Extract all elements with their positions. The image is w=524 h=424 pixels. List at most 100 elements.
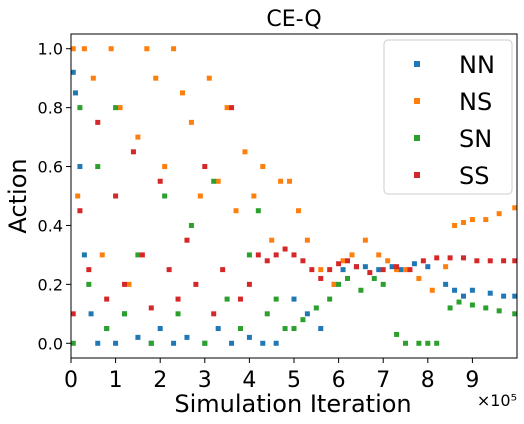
data-point-nn (398, 267, 404, 273)
data-point-ns (242, 149, 248, 155)
data-point-sn (148, 340, 154, 346)
data-point-ss (104, 296, 110, 302)
series-ns (71, 46, 517, 293)
data-point-ss (501, 258, 507, 264)
data-point-ns (460, 220, 466, 226)
data-point-nn (72, 90, 78, 96)
data-point-ss (380, 267, 386, 273)
data-point-ns (215, 178, 221, 184)
data-point-ss (237, 296, 243, 302)
data-point-ss (353, 264, 359, 270)
legend-marker-sn (414, 135, 420, 141)
data-point-ss (420, 258, 426, 264)
data-point-sn (416, 340, 422, 346)
data-point-ns (162, 164, 168, 170)
data-point-ns (483, 217, 489, 223)
data-point-ns (512, 205, 517, 211)
data-point-nn (304, 311, 310, 317)
data-point-sn (483, 305, 489, 311)
legend-label-ns: NS (459, 88, 492, 116)
data-point-sn (255, 208, 261, 214)
x-tick-label: 6 (332, 368, 346, 393)
data-point-ss (229, 105, 235, 111)
data-point-sn (434, 340, 440, 346)
data-point-ss (327, 267, 333, 273)
data-point-ns (429, 287, 435, 293)
x-tick-label: 3 (198, 368, 212, 393)
data-point-ns (403, 267, 408, 273)
data-point-ss (345, 258, 351, 264)
data-point-nn (215, 326, 221, 332)
data-point-sn (86, 281, 92, 287)
data-point-sn (122, 311, 128, 317)
data-point-sn (273, 296, 279, 302)
data-point-ns (135, 134, 141, 140)
data-point-ns (287, 178, 293, 184)
data-point-ss (264, 258, 270, 264)
x-tick-label: 0 (64, 368, 78, 393)
y-axis-label: Action (4, 158, 32, 233)
data-point-ss (447, 255, 453, 261)
data-point-sn (282, 326, 288, 332)
x-axis: 0 1 2 3 4 5 6 7 8 9 (64, 358, 479, 393)
data-point-ss (71, 311, 76, 317)
data-point-sn (380, 281, 386, 287)
data-point-sn (264, 311, 270, 317)
data-point-sn (336, 281, 342, 287)
data-point-nn (340, 267, 346, 273)
data-point-ss (211, 311, 217, 317)
data-point-ns (331, 281, 337, 287)
data-point-ss (246, 281, 252, 287)
data-point-ss (460, 255, 466, 261)
y-tick-label: 0.4 (38, 216, 63, 235)
data-point-ss (318, 275, 324, 281)
data-point-ns (469, 217, 475, 223)
data-point-ns (224, 105, 230, 111)
x-tick-label: 1 (109, 368, 123, 393)
data-point-nn (512, 293, 517, 299)
data-point-sn (77, 105, 83, 111)
data-point-ns (171, 46, 177, 52)
data-point-sn (469, 302, 475, 308)
x-axis-label: Simulation Iteration (174, 390, 411, 418)
data-point-ss (95, 119, 101, 125)
data-point-sn (291, 326, 297, 332)
legend-label-nn: NN (459, 51, 495, 79)
data-point-nn (469, 287, 475, 293)
data-point-ss (139, 252, 145, 258)
data-point-sn (162, 193, 168, 199)
data-point-ss (184, 237, 190, 243)
data-point-ns (269, 237, 275, 243)
data-point-ss (367, 270, 373, 276)
plot-area (70, 33, 518, 359)
y-tick-label: 0.0 (38, 334, 63, 353)
x-tick-label: 9 (465, 368, 479, 393)
data-point-ns (443, 264, 449, 270)
data-point-ns (260, 164, 266, 170)
data-point-sn (371, 275, 377, 281)
data-point-nn (389, 264, 395, 270)
data-point-ns (108, 46, 114, 52)
x-tick-label: 4 (242, 368, 256, 393)
y-axis: 0.0 0.2 0.4 0.6 0.8 1.0 (38, 40, 71, 353)
data-point-nn (291, 296, 297, 302)
data-point-ss (220, 267, 226, 273)
data-point-sn (95, 164, 101, 170)
data-point-ns (362, 237, 368, 243)
y-tick-label: 1.0 (38, 40, 63, 59)
data-point-nn (184, 334, 190, 340)
data-point-sn (104, 326, 110, 332)
data-point-ss (157, 178, 163, 184)
y-tick-label: 0.8 (38, 99, 63, 118)
legend-label-ss: SS (459, 162, 489, 190)
data-point-ns (376, 252, 382, 258)
data-point-ss (255, 252, 261, 258)
x-tick-label: 8 (421, 368, 435, 393)
data-point-ss (148, 305, 154, 311)
data-point-nn (443, 281, 449, 287)
data-point-ns (206, 75, 212, 81)
data-point-nn (171, 340, 177, 346)
data-point-ss (512, 258, 517, 264)
data-point-ss (113, 193, 119, 199)
